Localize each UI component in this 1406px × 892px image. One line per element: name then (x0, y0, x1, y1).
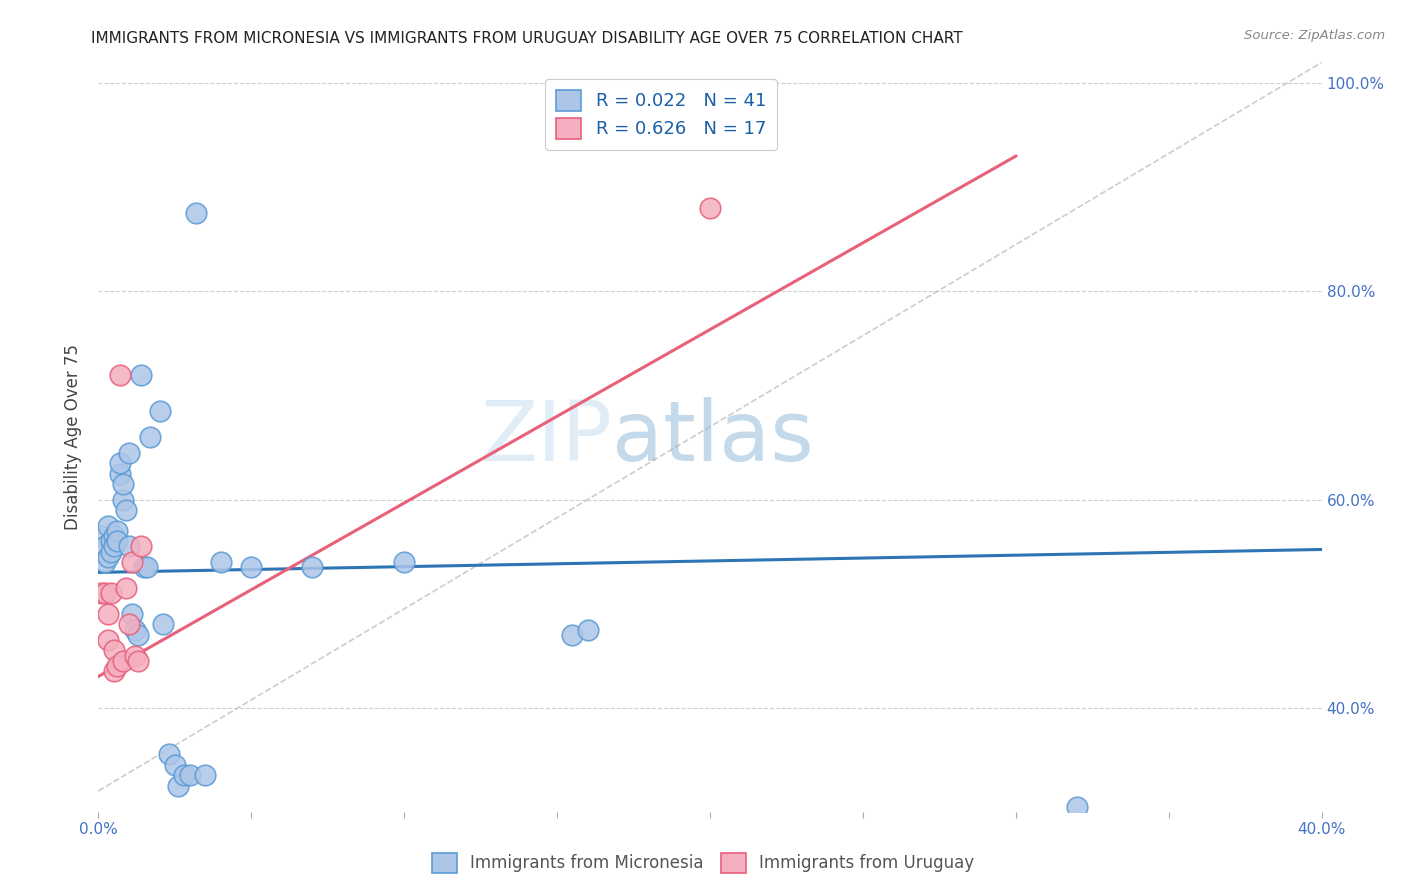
Point (392, 555, 416, 569)
Point (157, 747, 180, 762)
Point (167, 779, 190, 793)
Point (93, 586, 115, 600)
Point (103, 664, 125, 678)
Point (108, 456, 131, 470)
Point (121, 555, 143, 569)
Point (124, 648, 146, 663)
Text: ZIP: ZIP (481, 397, 612, 477)
Point (124, 623, 146, 637)
Point (103, 529, 125, 543)
Point (90, 586, 112, 600)
Point (134, 560, 156, 574)
Point (93, 539, 115, 553)
Point (115, 581, 138, 595)
Point (699, 201, 721, 215)
Point (111, 654, 134, 668)
Point (100, 544, 122, 558)
Point (136, 560, 159, 574)
Point (108, 467, 131, 481)
Point (576, 623, 599, 637)
Point (97, 549, 120, 564)
Point (93, 555, 115, 569)
Point (121, 607, 143, 621)
Point (118, 539, 141, 553)
Point (163, 758, 186, 772)
Point (103, 643, 125, 657)
Point (240, 560, 263, 574)
Point (100, 534, 122, 549)
Point (127, 628, 149, 642)
Point (186, 206, 208, 220)
Point (111, 476, 134, 491)
Point (97, 632, 120, 647)
Point (118, 617, 141, 632)
Point (127, 654, 149, 668)
Y-axis label: Disability Age Over 75: Disability Age Over 75 (65, 344, 83, 530)
Point (105, 524, 128, 538)
Point (1066, 799, 1088, 814)
Point (105, 534, 128, 549)
Point (105, 659, 128, 673)
Point (100, 586, 122, 600)
Point (179, 768, 201, 782)
Legend: R = 0.022   N = 41, R = 0.626   N = 17: R = 0.022 N = 41, R = 0.626 N = 17 (546, 79, 778, 150)
Point (139, 430, 162, 444)
Point (209, 555, 232, 569)
Point (301, 560, 323, 574)
Text: atlas: atlas (612, 397, 814, 477)
Point (90, 529, 112, 543)
Point (194, 768, 217, 782)
Point (111, 492, 134, 507)
Point (97, 607, 120, 621)
Point (129, 539, 152, 553)
Point (149, 404, 172, 418)
Point (561, 628, 583, 642)
Point (97, 518, 120, 533)
Point (103, 539, 125, 553)
Legend: Immigrants from Micronesia, Immigrants from Uruguay: Immigrants from Micronesia, Immigrants f… (426, 847, 980, 880)
Point (108, 368, 131, 382)
Point (173, 768, 195, 782)
Point (115, 503, 138, 517)
Point (152, 617, 174, 632)
Point (129, 368, 152, 382)
Text: IMMIGRANTS FROM MICRONESIA VS IMMIGRANTS FROM URUGUAY DISABILITY AGE OVER 75 COR: IMMIGRANTS FROM MICRONESIA VS IMMIGRANTS… (91, 31, 963, 46)
Point (118, 446, 141, 460)
Text: Source: ZipAtlas.com: Source: ZipAtlas.com (1244, 29, 1385, 42)
